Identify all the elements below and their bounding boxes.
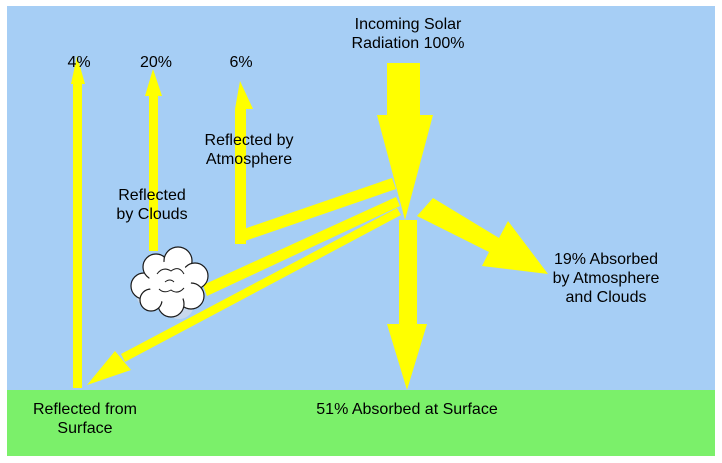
- reflected-clouds-line-2: by Clouds: [116, 206, 188, 223]
- absorbed-atmosphere-arrow: [417, 198, 548, 274]
- absorbed-surface-label: 51% Absorbed at Surface: [316, 401, 498, 418]
- reflected-clouds-line-1: Reflected: [118, 187, 186, 204]
- reflected-atmosphere-arrow: [235, 81, 396, 244]
- cloud-reflection-percent: 20%: [139, 54, 173, 71]
- absorbed-atmosphere-line-3: and Clouds: [565, 289, 647, 306]
- absorbed-atmosphere-label: 19% Absorbed by Atmosphere and Clouds: [531, 250, 681, 307]
- diagram-frame: Incoming Solar Radiation 100% 4% 20% 6% …: [7, 6, 715, 456]
- reflected-surface-label: Reflected from Surface: [15, 400, 155, 438]
- surface-reflection-percent: 4%: [67, 54, 91, 71]
- reflected-surface-line-2: Surface: [57, 420, 113, 437]
- incoming-radiation-line-1: Incoming Solar: [354, 16, 462, 33]
- absorbed-surface-arrow: [387, 220, 427, 390]
- cloud-icon: [130, 246, 209, 319]
- atmosphere-reflection-percent: 6%: [229, 54, 253, 71]
- reflected-surface-arrow: [71, 56, 401, 388]
- reflected-clouds-label: Reflected by Clouds: [97, 186, 207, 224]
- ground-surface: [7, 390, 715, 456]
- reflected-surface-line-1: Reflected from: [32, 401, 138, 418]
- incoming-radiation-line-2: Radiation 100%: [351, 35, 465, 52]
- reflected-atmosphere-line-1: Reflected by: [204, 132, 294, 149]
- absorbed-atmosphere-line-2: by Atmosphere: [552, 270, 660, 287]
- reflected-atmosphere-line-2: Atmosphere: [205, 151, 293, 168]
- reflected-atmosphere-label: Reflected by Atmosphere: [182, 131, 316, 169]
- incoming-radiation-label: Incoming Solar Radiation 100%: [337, 15, 479, 53]
- incoming-solar-arrow: [377, 63, 433, 220]
- diagram-canvas: [7, 6, 715, 456]
- reflected-clouds-arrow: [145, 69, 400, 296]
- absorbed-atmosphere-line-1: 19% Absorbed: [553, 251, 659, 268]
